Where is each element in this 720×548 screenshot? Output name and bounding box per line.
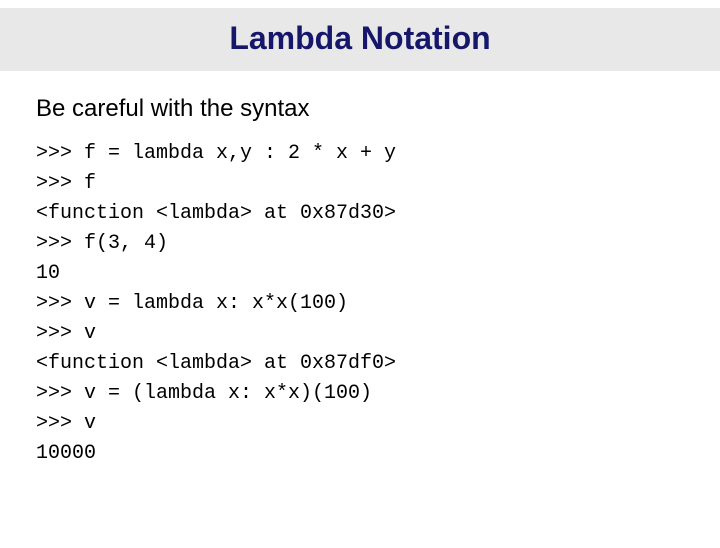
- code-line: 10: [36, 262, 60, 285]
- code-line: <function <lambda> at 0x87df0>: [36, 352, 396, 375]
- content-area: Be careful with the syntax >>> f = lambd…: [0, 71, 720, 469]
- code-block: >>> f = lambda x,y : 2 * x + y >>> f <fu…: [36, 139, 684, 469]
- code-line: >>> v = (lambda x: x*x)(100): [36, 382, 372, 405]
- title-bar: Lambda Notation: [0, 8, 720, 71]
- code-line: <function <lambda> at 0x87d30>: [36, 202, 396, 225]
- subtitle-text: Be careful with the syntax: [36, 95, 684, 123]
- code-line: >>> f = lambda x,y : 2 * x + y: [36, 142, 396, 165]
- code-line: >>> f: [36, 172, 96, 195]
- code-line: 10000: [36, 442, 96, 465]
- code-line: >>> v: [36, 412, 96, 435]
- code-line: >>> f(3, 4): [36, 232, 168, 255]
- code-line: >>> v = lambda x: x*x(100): [36, 292, 348, 315]
- code-line: >>> v: [36, 322, 96, 345]
- slide-title: Lambda Notation: [0, 20, 720, 57]
